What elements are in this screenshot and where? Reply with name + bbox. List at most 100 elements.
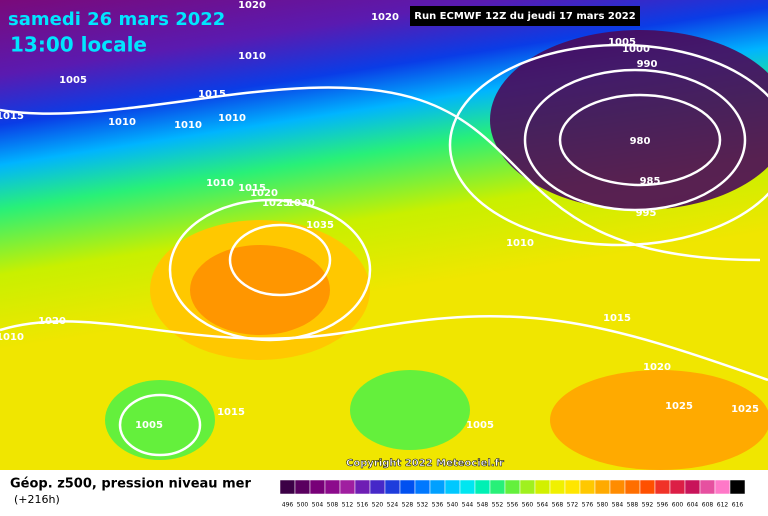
colorbar-label: 500 bbox=[297, 502, 309, 509]
isobar-label: 1015 bbox=[0, 111, 24, 122]
isobar-label: 1005 bbox=[466, 420, 494, 431]
isobar-label: 1010 bbox=[238, 51, 266, 62]
isobar-label: 1005 bbox=[608, 37, 636, 48]
isobar-label: 1010 bbox=[506, 238, 534, 249]
colorbar-label: 532 bbox=[417, 502, 429, 509]
colorbar-label: 584 bbox=[612, 502, 624, 509]
colorbar-label: 592 bbox=[642, 502, 654, 509]
colorbar-swatch bbox=[669, 479, 686, 495]
colorbar-swatch bbox=[279, 479, 296, 495]
colorbar-swatch bbox=[444, 479, 461, 495]
colorbar-swatch bbox=[654, 479, 671, 495]
colorbar-swatch bbox=[579, 479, 596, 495]
low-area bbox=[105, 380, 215, 460]
lead: (+216h) bbox=[14, 493, 60, 506]
colorbar-label: 556 bbox=[507, 502, 519, 509]
colorbar-label: 564 bbox=[537, 502, 549, 509]
colorbar-label: 540 bbox=[447, 502, 459, 509]
isobar-label: 1010 bbox=[174, 120, 202, 131]
colorbar-swatch bbox=[684, 479, 701, 495]
colorbar-label: 504 bbox=[312, 502, 324, 509]
colorbar-swatch bbox=[519, 479, 536, 495]
colorbar-swatch bbox=[369, 479, 386, 495]
colorbar-label: 572 bbox=[567, 502, 579, 509]
colorbar-swatch bbox=[699, 479, 716, 495]
copyright: Copyright 2022 Meteociel.fr bbox=[346, 458, 504, 469]
colorbar-label: 516 bbox=[357, 502, 369, 509]
isobars bbox=[0, 43, 768, 457]
isobar-label: 1020 bbox=[250, 188, 278, 199]
colorbar-label: 588 bbox=[627, 502, 639, 509]
colorbar-label: 612 bbox=[717, 502, 729, 509]
isobar-labels: 1020102010051000990100510101015101510101… bbox=[0, 0, 759, 431]
colorbar-swatch bbox=[504, 479, 521, 495]
colorbar-swatch bbox=[474, 479, 491, 495]
colorbar-swatch bbox=[354, 479, 371, 495]
colorbar-label: 544 bbox=[462, 502, 474, 509]
colorbar-swatch bbox=[324, 479, 341, 495]
colorbar-swatch bbox=[489, 479, 506, 495]
isobar-label: 995 bbox=[636, 208, 657, 219]
footer-title: Géop. z500, pression niveau mer bbox=[10, 477, 251, 492]
colorbar-label: 524 bbox=[387, 502, 399, 509]
colorbar-label: 608 bbox=[702, 502, 714, 509]
colorbar-swatch bbox=[339, 479, 356, 495]
isobar-label: 1005 bbox=[135, 420, 163, 431]
high-core bbox=[190, 245, 330, 335]
isobar-label: 1025 bbox=[665, 401, 693, 412]
colorbar-swatch bbox=[384, 479, 401, 495]
colorbar-label: 548 bbox=[477, 502, 489, 509]
low-area bbox=[350, 370, 470, 450]
isobar-label: 990 bbox=[637, 59, 658, 70]
isobar-label: 1025 bbox=[731, 404, 759, 415]
colorbar-swatch bbox=[294, 479, 311, 495]
isobar-label: 1020 bbox=[238, 0, 266, 11]
isobar-label: 1015 bbox=[217, 407, 245, 418]
colorbar-swatch bbox=[609, 479, 626, 495]
colorbar-label: 568 bbox=[552, 502, 564, 509]
colorbar-label: 616 bbox=[732, 502, 744, 509]
colorbar-label: 600 bbox=[672, 502, 684, 509]
colorbar-swatch bbox=[429, 479, 446, 495]
colorbar-label: 536 bbox=[432, 502, 444, 509]
colorbar-label: 580 bbox=[597, 502, 609, 509]
low-core bbox=[490, 30, 768, 210]
colorbar: 496 500 504 508 512 516 520 524 528 532 536 540 544 5… bbox=[279, 479, 746, 509]
isobar-label: 1020 bbox=[643, 362, 671, 373]
time: 13:00 locale bbox=[10, 33, 147, 57]
colorbar-swatch bbox=[459, 479, 476, 495]
colorbar-swatch bbox=[639, 479, 656, 495]
run: Run ECMWF 12Z du jeudi 17 mars 2022 bbox=[414, 11, 635, 22]
isobar-label: 1020 bbox=[38, 316, 66, 327]
isobar-label: 1020 bbox=[371, 12, 399, 23]
isobar-label: 1010 bbox=[206, 178, 234, 189]
colorbar-label: 512 bbox=[342, 502, 354, 509]
colorbar-label: 604 bbox=[687, 502, 699, 509]
colorbar-swatch bbox=[714, 479, 731, 495]
isobar-label: 1005 bbox=[59, 75, 87, 86]
colorbar-swatch bbox=[414, 479, 431, 495]
colorbar-swatch bbox=[594, 479, 611, 495]
isobar-label: 1015 bbox=[238, 183, 266, 194]
isobar-label: 980 bbox=[630, 136, 651, 147]
colorbar-swatch bbox=[399, 479, 416, 495]
isobar-label: 1010 bbox=[108, 117, 136, 128]
isobar-label: 1015 bbox=[198, 89, 226, 100]
isobar-label: 1025 bbox=[262, 198, 290, 209]
colorbar-label: 596 bbox=[657, 502, 669, 509]
isobar-label: 1015 bbox=[603, 313, 631, 324]
colorbar-label: 508 bbox=[327, 502, 339, 509]
isobar-label: 1000 bbox=[622, 44, 650, 55]
colorbar-swatch bbox=[549, 479, 566, 495]
isobar-label: 1010 bbox=[218, 113, 246, 124]
colorbar-label: 528 bbox=[402, 502, 414, 509]
colorbar-swatch bbox=[309, 479, 326, 495]
warm-area bbox=[550, 370, 768, 470]
date: samedi 26 mars 2022 bbox=[8, 9, 225, 30]
colorbar-label: 496 bbox=[282, 502, 294, 509]
colorbar-swatch bbox=[564, 479, 581, 495]
colorbar-label: 520 bbox=[372, 502, 384, 509]
isobar-label: 1010 bbox=[0, 332, 24, 343]
